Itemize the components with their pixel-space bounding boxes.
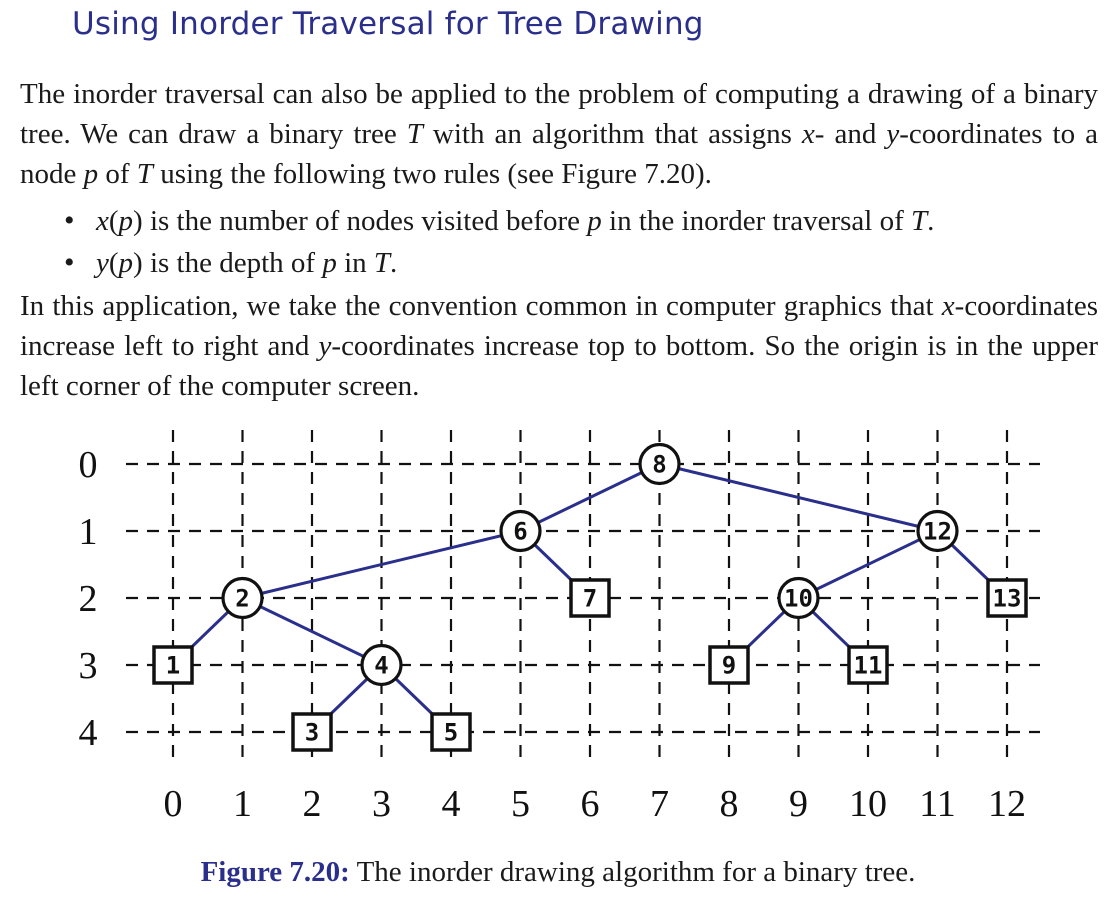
x-tick-label: 12 <box>988 783 1026 825</box>
y-axis-labels: 0 1 2 3 4 <box>79 444 98 754</box>
y-tick-label: 0 <box>79 444 98 486</box>
tree-node-5: 5 <box>430 712 472 752</box>
x-tick-label: 9 <box>789 783 808 825</box>
rules-list: x(p) is the number of nodes visited befo… <box>64 200 934 284</box>
rule-x: x(p) is the number of nodes visited befo… <box>64 200 934 242</box>
x-tick-label: 8 <box>720 783 739 825</box>
y-tick-label: 2 <box>79 578 98 620</box>
x-tick-label: 2 <box>303 783 322 825</box>
x-tick-label: 3 <box>372 783 391 825</box>
x-tick-label: 4 <box>442 783 461 825</box>
tree-node-1: 1 <box>152 645 194 685</box>
internal-node-circle <box>638 442 681 486</box>
tree-edge <box>519 462 661 533</box>
node-label: 10 <box>784 585 813 613</box>
node-label: 2 <box>235 585 249 613</box>
tree-node-11: 11 <box>847 645 889 685</box>
leaf-node-square <box>430 712 472 752</box>
tree-node-13: 13 <box>986 578 1028 618</box>
tree-edge <box>659 462 938 533</box>
tree-node-10: 10 <box>777 576 820 620</box>
x-tick-label: 1 <box>233 783 252 825</box>
tree-edge <box>241 596 383 667</box>
leaf-node-square <box>847 645 889 685</box>
node-label: 9 <box>722 652 736 680</box>
tree-edge <box>242 529 521 600</box>
tree-node-2: 2 <box>221 576 264 620</box>
node-label: 8 <box>652 451 666 479</box>
y-tick-label: 3 <box>79 645 98 687</box>
dashed-grid <box>126 430 1040 765</box>
tree-node-6: 6 <box>499 509 542 553</box>
x-tick-label: 0 <box>164 783 183 825</box>
x-tick-label: 10 <box>849 783 887 825</box>
section-title: Using Inorder Traversal for Tree Drawing <box>72 6 704 42</box>
node-label: 11 <box>854 652 883 680</box>
convention-paragraph: In this application, we take the convent… <box>20 290 1098 402</box>
node-label: 6 <box>513 518 527 546</box>
leaf-node-square <box>708 645 750 685</box>
tree-node-8: 8 <box>638 442 681 486</box>
internal-node-circle <box>499 509 542 553</box>
node-label: 12 <box>923 518 952 546</box>
internal-node-circle <box>777 576 820 620</box>
x-tick-label: 5 <box>511 783 530 825</box>
leaf-node-square <box>569 578 611 618</box>
node-label: 3 <box>305 719 319 747</box>
x-axis-labels: 0 1 2 3 4 5 6 7 8 9 10 11 12 <box>164 783 1027 825</box>
tree-node-7: 7 <box>569 578 611 618</box>
tree-node-4: 4 <box>360 643 403 687</box>
y-tick-label: 4 <box>79 712 98 754</box>
tree-node-3: 3 <box>291 712 333 752</box>
tree-node-12: 12 <box>916 509 959 553</box>
x-tick-label: 11 <box>919 783 956 825</box>
figure-caption: Figure 7.20: The inorder drawing algorit… <box>200 856 916 888</box>
node-label: 5 <box>444 719 458 747</box>
leaf-node-square <box>986 578 1028 618</box>
tree-node-9: 9 <box>708 645 750 685</box>
leaf-node-square <box>152 645 194 685</box>
y-tick-label: 1 <box>79 511 98 553</box>
tree-edge <box>797 529 939 600</box>
x-tick-label: 6 <box>581 783 600 825</box>
node-label: 13 <box>993 585 1022 613</box>
x-tick-label: 7 <box>650 783 669 825</box>
intro-paragraph: The inorder traversal can also be applie… <box>20 78 1098 190</box>
internal-node-circle <box>360 643 403 687</box>
leaf-node-square <box>291 712 333 752</box>
node-label: 7 <box>583 585 597 613</box>
internal-node-circle <box>221 576 264 620</box>
internal-node-circle <box>916 509 959 553</box>
node-label: 4 <box>374 652 388 680</box>
rule-y: y(p) is the depth of p in T. <box>64 242 934 284</box>
node-label: 1 <box>166 652 180 680</box>
